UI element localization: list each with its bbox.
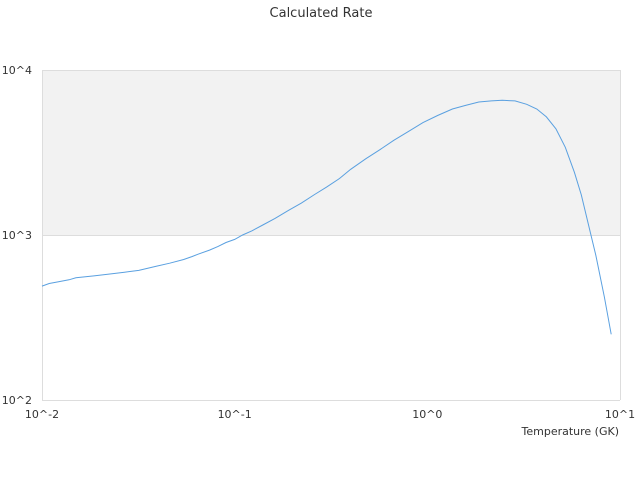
x-tick-label: 10^-1 <box>218 408 252 421</box>
plot-band-background <box>42 70 620 235</box>
grid-lines <box>42 70 621 401</box>
x-tick-label: 10^0 <box>412 408 442 421</box>
x-tick-label: 10^-2 <box>25 408 59 421</box>
y-tick-label: 10^3 <box>2 229 32 242</box>
x-axis-label: Temperature (GK) <box>521 425 620 438</box>
y-tick-label: 10^2 <box>2 394 32 407</box>
y-tick-label: 10^4 <box>2 64 32 77</box>
y-axis-ticks: 10^2 10^3 10^4 <box>2 64 32 407</box>
series-line <box>41 99 612 335</box>
x-axis-ticks: 10^-2 10^-1 10^0 10^1 <box>25 408 635 421</box>
chart-title: Calculated Rate <box>270 6 373 21</box>
x-tick-label: 10^1 <box>605 408 635 421</box>
